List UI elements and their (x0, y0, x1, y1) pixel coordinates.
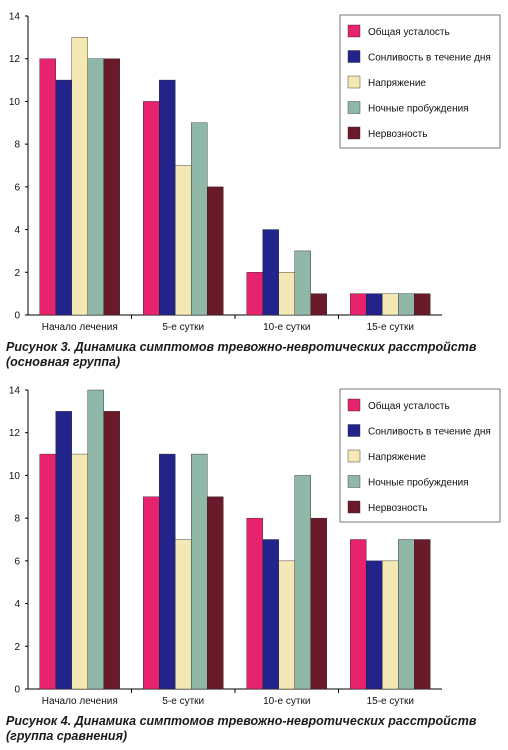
y-tick-label: 4 (14, 599, 20, 610)
bar (246, 517, 263, 690)
bar (294, 475, 311, 690)
bar (382, 560, 399, 690)
bar (398, 293, 415, 316)
bar (398, 539, 415, 690)
figure-caption: Рисунок 3. Динамика симптомов тревожно-н… (6, 340, 504, 370)
bar (366, 293, 383, 316)
legend-label: Ночные пробуждения (368, 477, 469, 489)
y-tick-label: 10 (9, 471, 21, 482)
bar (294, 250, 311, 316)
bar (87, 58, 104, 316)
legend-label: Нервозность (368, 503, 427, 514)
legend-swatch (347, 424, 361, 437)
bar (278, 272, 295, 316)
caption-line-1: Рисунок 3. Динамика симптомов тревожно-н… (6, 340, 477, 354)
figure-caption: Рисунок 4. Динамика симптомов тревожно-н… (6, 714, 504, 744)
bar (143, 101, 160, 316)
bar-chart-main-group: 0 2 4 6 8 10 12 14 Начало лечения 5-е сутки 10-е с… (9, 12, 501, 333)
legend-box (339, 14, 501, 149)
bar (310, 517, 327, 690)
bar (103, 58, 120, 316)
bar (246, 272, 263, 316)
bar (310, 293, 327, 316)
legend-swatch (347, 398, 361, 412)
x-category-label: Начало лечения (42, 322, 118, 333)
bar (278, 560, 295, 690)
bar (207, 186, 224, 316)
bar (262, 539, 279, 690)
legend-label: Напряжение (368, 452, 426, 463)
bar (143, 496, 160, 690)
legend-swatch (347, 500, 361, 514)
legend-swatch (347, 475, 361, 488)
bar (87, 389, 104, 690)
bar (350, 539, 367, 690)
figure-3: 0 2 4 6 8 10 12 14 Начало лечения 5-е сутки 10-е с… (0, 0, 508, 374)
legend-label: Сонливость в течение дня (368, 427, 491, 438)
bar (55, 79, 72, 316)
x-category-label: 15-е сутки (367, 696, 414, 707)
bar-chart-comparison-group: 0 2 4 6 8 10 12 14 Начало лечения 5-е сутки 10-е с… (9, 386, 501, 707)
bar (350, 293, 367, 316)
bar (262, 229, 279, 316)
bar (414, 293, 431, 316)
y-tick-label: 8 (14, 140, 20, 151)
caption-line-2: (группа сравнения) (6, 729, 128, 743)
bar (103, 411, 120, 690)
bar (159, 79, 176, 316)
bar (39, 453, 56, 690)
bar (71, 37, 88, 316)
bar (191, 453, 208, 690)
y-tick-label: 6 (14, 556, 20, 567)
bar (382, 293, 399, 316)
y-tick-label: 12 (9, 428, 21, 439)
y-tick-label: 2 (14, 268, 20, 279)
bar (207, 496, 224, 690)
y-tick-label: 4 (14, 225, 20, 236)
y-tick-label: 14 (9, 12, 21, 23)
legend-label: Ночные пробуждения (368, 103, 469, 115)
x-category-label: Начало лечения (42, 696, 118, 707)
legend-swatch (347, 50, 361, 63)
y-tick-label: 6 (14, 182, 20, 193)
x-category-label: 5-е сутки (162, 322, 204, 333)
x-category-label: 5-е сутки (162, 696, 204, 707)
bar (191, 122, 208, 316)
legend-label: Сонливость в течение дня (368, 53, 491, 64)
bar (175, 539, 192, 690)
legend-swatch (347, 75, 361, 89)
bar (159, 453, 176, 690)
bar (366, 560, 383, 690)
caption-line-1: Рисунок 4. Динамика симптомов тревожно-н… (6, 714, 477, 728)
bar (414, 539, 431, 690)
legend-label: Напряжение (368, 78, 426, 89)
legend-swatch (347, 101, 361, 114)
y-tick-label: 10 (9, 97, 21, 108)
legend-swatch (347, 24, 361, 38)
x-category-label: 15-е сутки (367, 322, 414, 333)
legend-label: Общая усталость (368, 400, 450, 412)
legend: Общая усталость Сонливость в течение дня Н… (339, 388, 501, 523)
bar (39, 58, 56, 316)
bar (71, 453, 88, 690)
legend-label: Общая усталость (368, 26, 450, 38)
y-tick-label: 0 (14, 311, 20, 322)
x-category-label: 10-е сутки (263, 322, 310, 333)
y-tick-label: 0 (14, 685, 20, 696)
y-tick-label: 14 (9, 386, 21, 397)
legend-box (339, 388, 501, 523)
legend: Общая усталость Сонливость в течение дня Н… (339, 14, 501, 149)
legend-label: Нервозность (368, 129, 427, 140)
caption-line-2: (основная группа) (6, 355, 121, 369)
y-tick-label: 8 (14, 514, 20, 525)
bar (55, 411, 72, 690)
figure-4: 0 2 4 6 8 10 12 14 Начало лечения 5-е сутки 10-е с… (0, 374, 508, 750)
y-tick-label: 2 (14, 642, 20, 653)
y-tick-label: 12 (9, 54, 21, 65)
x-category-label: 10-е сутки (263, 696, 310, 707)
legend-swatch (347, 126, 361, 140)
legend-swatch (347, 449, 361, 463)
bar (175, 165, 192, 316)
